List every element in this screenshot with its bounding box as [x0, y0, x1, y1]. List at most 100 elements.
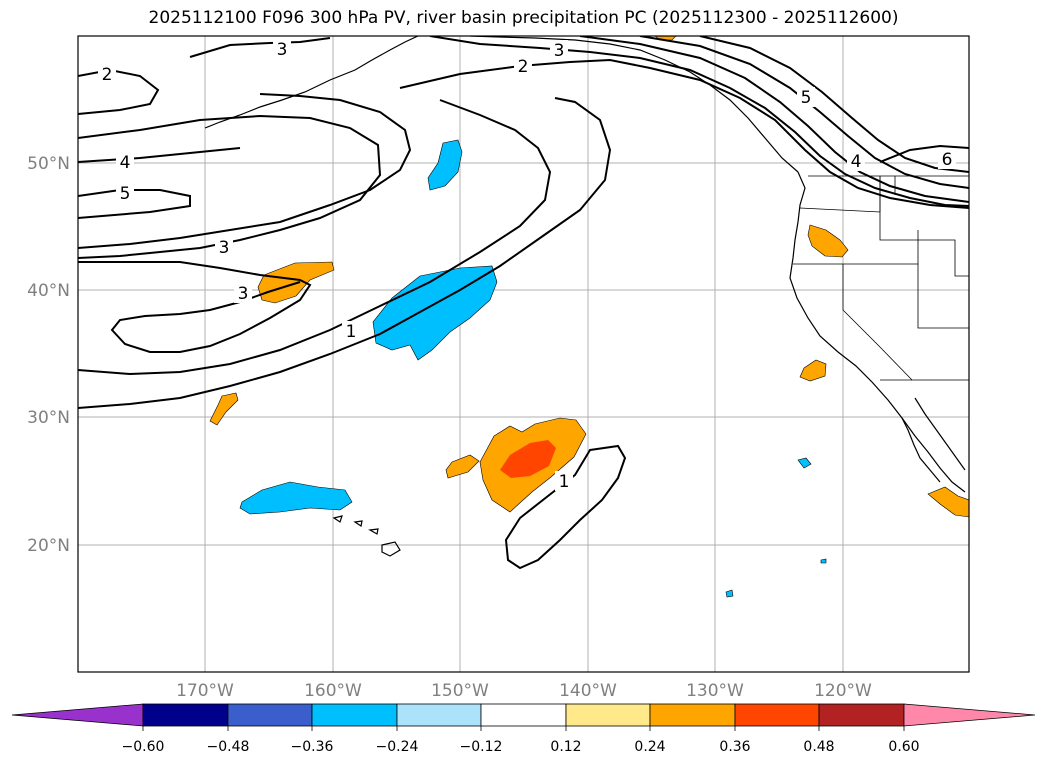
colorbar-segment [480, 703, 567, 727]
coastline-aleutians [204, 36, 419, 129]
pv-contour-3-loop [78, 93, 412, 249]
contour-label-bg [273, 38, 291, 58]
contour-label-bg [234, 283, 252, 303]
contour-label: 4 [120, 153, 131, 173]
precip-negative-south [725, 589, 734, 598]
lon-label: 140°W [559, 681, 617, 701]
precip-negative-central [372, 265, 498, 361]
precip-negative-gulf [427, 139, 463, 191]
pv-contour-1 [78, 97, 612, 409]
pv-contour-3-inner [78, 261, 312, 353]
lon-label: 130°W [686, 681, 744, 701]
contour-label: 4 [851, 152, 862, 172]
contour-label-bg [342, 321, 360, 341]
colorbar-segment [818, 703, 905, 727]
colorbar-ticks: −0.60 −0.48 −0.36 −0.24 −0.12 0.12 0.24 … [122, 739, 920, 755]
gridlines [78, 36, 969, 672]
colorbar-segment [142, 703, 229, 727]
contour-label-bg [116, 152, 134, 172]
contour-label: 3 [554, 41, 565, 61]
pv-contour-5-east [639, 36, 969, 189]
colorbar-segment [227, 703, 313, 727]
lat-label: 20°N [27, 536, 70, 556]
contour-label-bg [550, 40, 568, 60]
colorbar-segment [734, 703, 820, 727]
lat-label: 30°N [27, 408, 70, 428]
contour-label: 5 [120, 184, 131, 204]
contour-label: 2 [518, 57, 529, 77]
lon-label: 170°W [176, 681, 234, 701]
coastline-gulf-california [914, 397, 966, 471]
colorbar-tick-label: 0.36 [719, 739, 750, 755]
pv-contour-2-east [399, 58, 969, 209]
colorbar-tick-label: −0.24 [376, 739, 419, 755]
border-idaho [879, 176, 969, 277]
colorbar-tick-label: 0.24 [634, 739, 665, 755]
colorbar-segment [565, 703, 651, 727]
colorbar-tick-label: 0.12 [550, 739, 581, 755]
contour-label-bg [555, 471, 573, 491]
map-title: 2025112100 F096 300 hPa PV, river basin … [148, 8, 899, 28]
precip-positive-mexico [927, 486, 969, 518]
contour-label: 3 [238, 284, 249, 304]
precip-negative-hawaii [239, 481, 353, 515]
lat-label: 40°N [27, 281, 70, 301]
colorbar-tick-label: −0.12 [460, 739, 503, 755]
coastline-hawaii-1 [332, 515, 343, 523]
lat-label: 50°N [27, 154, 70, 174]
lon-label: 150°W [431, 681, 489, 701]
contour-label: 2 [102, 65, 113, 85]
contour-labels: 2 3 3 2 4 5 3 3 1 1 5 4 6 [98, 38, 956, 492]
colorbar-tick-label: 0.60 [888, 739, 919, 755]
lon-label: 160°W [304, 681, 362, 701]
contour-label: 1 [346, 322, 357, 342]
contour-label: 5 [801, 88, 812, 108]
map-background [78, 36, 969, 672]
precip-positive-small-c [445, 454, 480, 479]
precip-negative-small [820, 558, 827, 564]
contour-label: 6 [942, 150, 953, 170]
colorbar-tick-label: −0.48 [207, 739, 250, 755]
contour-label-bg [98, 64, 116, 84]
coastline-baja [901, 417, 941, 483]
coastline-hawaii-4 [381, 541, 401, 557]
contour-label-bg [116, 183, 134, 203]
map-frame [77, 35, 970, 673]
pv-contour-4-loop [78, 114, 382, 259]
contour-label-bg [847, 151, 865, 171]
lon-label: 120°W [814, 681, 872, 701]
precip-positive-small-w [209, 392, 239, 426]
contour-label: 1 [559, 472, 570, 492]
pv-contour-2-loop [78, 99, 552, 376]
pv-contours [78, 36, 969, 570]
border-california-nevada [842, 264, 913, 381]
precip-positive-inner [500, 440, 556, 478]
contour-label: 3 [277, 40, 288, 60]
political-borders [793, 175, 969, 381]
precip-positive-socal [799, 359, 827, 382]
contour-label-bg [514, 56, 532, 76]
precip-negative-baja [797, 457, 812, 469]
colorbar [11, 703, 1036, 727]
precip-shading [209, 36, 969, 598]
colorbar-segment [396, 703, 482, 727]
colorbar-tick-label: 0.48 [803, 739, 834, 755]
colorbar-extend-low [11, 703, 144, 727]
pv-contour-1-south [504, 444, 627, 570]
coastline-hawaii-2 [353, 520, 363, 527]
coastline-hawaii-3 [368, 528, 379, 535]
colorbar-tick-marks [142, 726, 905, 731]
colorbar-segment [311, 703, 398, 727]
colorbar-tick-label: −0.60 [122, 739, 165, 755]
colorbar-segment [649, 703, 736, 727]
contour-label-bg [797, 87, 815, 107]
colorbar-extend-high [903, 703, 1036, 727]
border-nevada-utah [917, 264, 969, 329]
pv-contour-4-east [579, 36, 969, 203]
contour-label-bg [938, 149, 956, 169]
colorbar-tick-label: −0.36 [291, 739, 334, 755]
contour-label: 3 [219, 238, 230, 258]
contour-label-bg [215, 237, 233, 257]
pv-contour-4-west [78, 147, 241, 163]
